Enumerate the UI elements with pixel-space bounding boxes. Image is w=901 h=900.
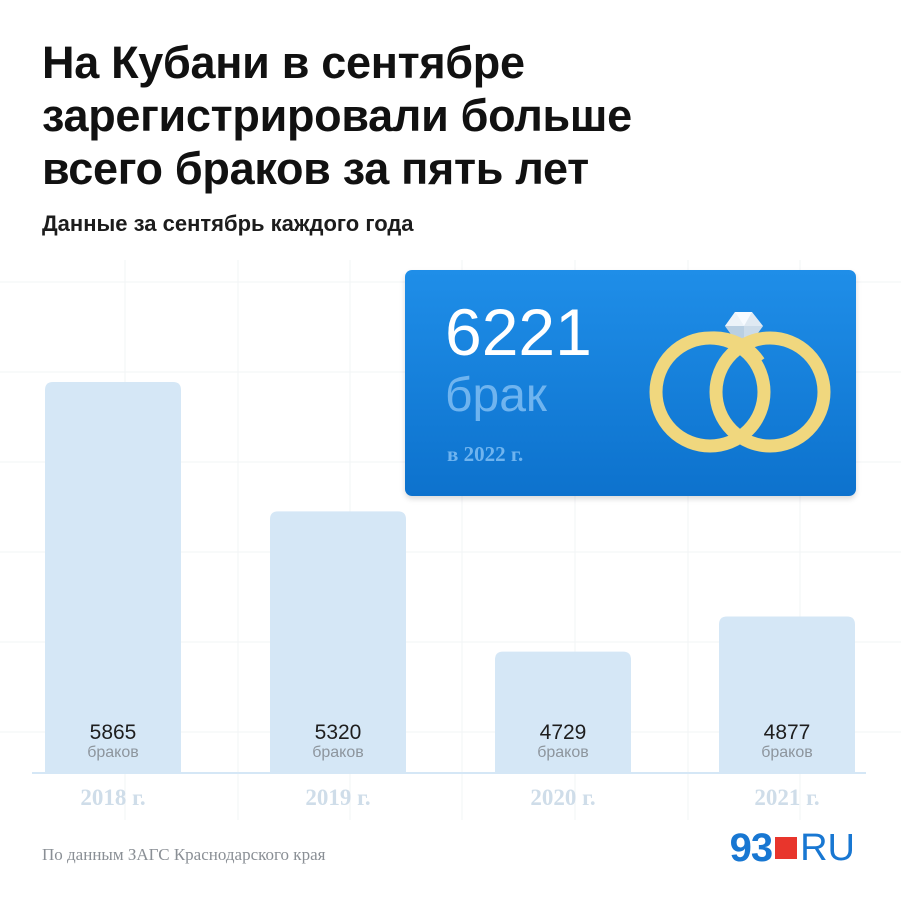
bar [270, 511, 406, 772]
highlight-year: в 2022 г. [447, 442, 524, 466]
page-subtitle: Данные за сентябрь каждого года [42, 211, 414, 236]
bar-value-label: 5865 [90, 721, 137, 744]
logo-suffix: RU [800, 826, 855, 869]
highlight-unit: брак [445, 369, 547, 422]
x-tick-label: 2019 г. [305, 785, 370, 810]
bar-value-label: 5320 [315, 721, 362, 744]
wedding-rings-icon [649, 312, 831, 453]
bar [495, 651, 631, 772]
bar-unit-label: браков [537, 744, 589, 761]
page-title: На Кубани в сентябре зарегистрировали бо… [42, 37, 632, 194]
source-note: По данным ЗАГС Краснодарского края [42, 845, 326, 864]
x-tick-label: 2018 г. [80, 785, 145, 810]
x-tick-label: 2021 г. [754, 785, 819, 810]
logo-square-icon [775, 837, 798, 859]
bar-unit-label: браков [761, 744, 813, 761]
bar-unit-label: браков [87, 744, 139, 761]
bar-value-label: 4729 [540, 721, 587, 744]
bar [45, 382, 181, 772]
bar-value-label: 4877 [764, 721, 811, 744]
highlight-value: 6221 [445, 295, 592, 369]
site-logo[interactable]: 93 RU [729, 825, 855, 870]
x-tick-label: 2020 г. [530, 785, 595, 810]
bar [719, 616, 855, 772]
logo-number: 93 [729, 825, 773, 870]
highlight-card: 6221 брак в 2022 г. [405, 270, 856, 496]
bar-unit-label: браков [312, 744, 364, 761]
